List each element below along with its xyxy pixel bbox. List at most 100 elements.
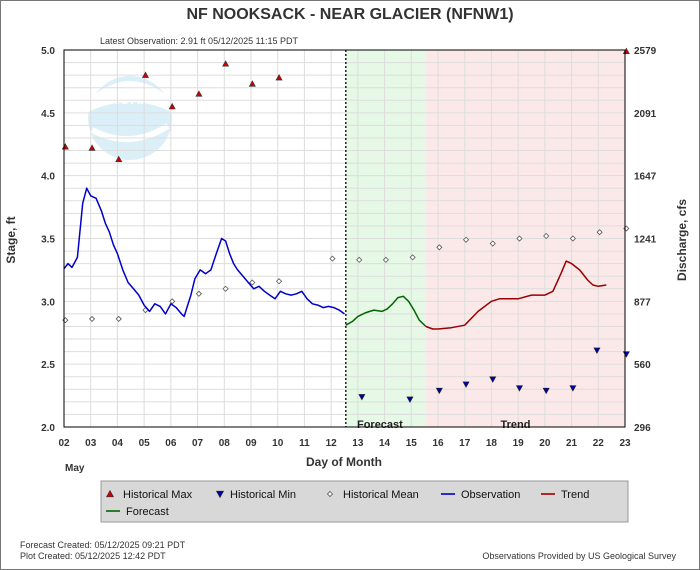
- historical-mean-marker: [249, 279, 256, 286]
- x-tick-label: 06: [165, 438, 177, 449]
- legend-min-symbol: [215, 490, 225, 499]
- y-tick-label-left: 2.0: [41, 423, 55, 434]
- noaa-logo-wave: [90, 123, 170, 142]
- x-tick-label: 12: [326, 438, 338, 449]
- x-tick-label: 17: [459, 438, 471, 449]
- legend: Historical Max Historical Min Historical M…: [100, 480, 629, 523]
- data-credit: Observations Provided by US Geological S…: [482, 551, 676, 561]
- legend-label: Observation: [461, 489, 520, 501]
- noaa-logo-bird: [88, 81, 172, 112]
- x-tick-label: 11: [299, 438, 310, 449]
- x-tick-label: 16: [432, 438, 444, 449]
- trend-region-label: Trend: [500, 419, 530, 431]
- historical-mean-marker: [382, 256, 389, 263]
- legend-label: Trend: [561, 489, 589, 501]
- legend-max-symbol: [105, 489, 115, 498]
- x-tick-label: 03: [85, 438, 97, 449]
- latest-observation: Latest Observation: 2.91 ft 05/12/2025 1…: [100, 36, 298, 46]
- forecast-region-label: Forecast: [357, 419, 403, 431]
- y-axis-left-label: Stage, ft: [4, 216, 18, 263]
- historical-mean-marker: [88, 315, 96, 322]
- historical-min-marker: [515, 385, 523, 392]
- forecast-created: Forecast Created: 05/12/2025 09:21 PDT: [20, 540, 186, 550]
- historical-mean-marker: [195, 290, 202, 297]
- y-tick-label-left: 5.0: [41, 46, 55, 57]
- historical-max-marker: [248, 80, 256, 87]
- historical-max-marker: [141, 71, 149, 78]
- plot-frame: [63, 49, 626, 428]
- legend-box: [100, 480, 629, 523]
- y-axis-right-label: Discharge, cfs: [675, 199, 689, 281]
- historical-min-marker: [489, 376, 497, 383]
- y-tick-label-right: 877: [634, 297, 651, 308]
- x-tick-label: 13: [352, 438, 364, 449]
- historical-min-marker: [406, 396, 414, 403]
- historical-mean-marker: [462, 236, 470, 243]
- x-tick-label: 23: [619, 438, 631, 449]
- legend-mean-symbol: [326, 490, 334, 498]
- axis-ticks: 02 03 04 05 06 07 08 09 10 11 12 13 14 15 16 17 18 19 20 21…: [41, 46, 657, 449]
- historical-mean-marker: [222, 285, 229, 292]
- legend-label: Forecast: [126, 506, 169, 518]
- x-tick-label: 05: [139, 438, 151, 449]
- x-tick-label: 09: [245, 438, 257, 449]
- y-tick-label-right: 2579: [634, 46, 657, 57]
- historical-max-marker: [168, 102, 176, 110]
- series-line-observation: [63, 187, 345, 318]
- historical-mean-marker: [275, 278, 283, 285]
- x-tick-label: 19: [513, 438, 525, 449]
- x-axis-label: Day of Month: [306, 455, 382, 469]
- historical-mean-marker: [569, 235, 576, 242]
- y-tick-label-right: 296: [634, 423, 651, 434]
- series-line-forecast: [345, 295, 427, 328]
- x-tick-label: 22: [593, 438, 605, 449]
- y-tick-label-left: 3.0: [41, 297, 55, 308]
- y-tick-label-right: 2091: [634, 109, 657, 120]
- historical-mean-marker: [543, 232, 550, 240]
- historical-min-marker: [593, 347, 601, 354]
- noaa-logo-watermark: NOAA: [88, 76, 172, 160]
- historical-max-marker: [275, 74, 283, 81]
- legend-label: Historical Max: [123, 489, 193, 501]
- historical-max-marker: [195, 90, 203, 97]
- noaa-logo-text: NOAA: [109, 91, 150, 107]
- plot-created: Plot Created: 05/12/2025 12:42 PDT: [20, 551, 166, 561]
- x-tick-label: 15: [406, 438, 418, 449]
- x-tick-label: 20: [539, 438, 551, 449]
- y-tick-label-left: 4.0: [41, 172, 55, 183]
- x-tick-label: 07: [192, 438, 204, 449]
- historical-min-marker: [569, 385, 577, 392]
- historical-mean-marker: [409, 254, 416, 261]
- historical-min-marker: [435, 387, 443, 395]
- historical-mean-marker: [596, 229, 603, 236]
- historical-min-marker: [358, 394, 366, 401]
- y-tick-label-right: 1241: [634, 235, 657, 246]
- x-tick-label: 18: [486, 438, 498, 449]
- x-tick-label: 10: [272, 438, 284, 449]
- historical-min-marker: [462, 381, 470, 388]
- legend-label: Historical Min: [230, 489, 296, 501]
- y-tick-label-left: 4.5: [41, 109, 55, 120]
- historical-max-marker: [222, 60, 230, 67]
- historical-max-marker: [88, 144, 96, 151]
- historical-mean-marker: [516, 235, 523, 242]
- historical-mean-marker: [115, 315, 122, 322]
- x-axis-month: May: [65, 463, 85, 474]
- historical-mean-marker: [489, 240, 496, 247]
- historical-mean-marker: [329, 255, 336, 262]
- y-tick-label-left: 3.5: [41, 235, 55, 246]
- x-tick-label: 14: [379, 438, 391, 449]
- historical-min-marker: [542, 387, 550, 395]
- y-tick-label-right: 1647: [634, 172, 657, 183]
- x-tick-label: 04: [112, 438, 124, 449]
- y-tick-label-right: 560: [634, 360, 651, 371]
- chart-title: NF NOOKSACK - NEAR GLACIER (NFNW1): [186, 6, 513, 23]
- legend-label: Historical Mean: [343, 489, 419, 501]
- historical-mean-marker: [436, 244, 443, 251]
- historical-max-marker: [115, 155, 123, 163]
- x-tick-label: 21: [566, 438, 578, 449]
- x-tick-label: 02: [58, 438, 70, 449]
- series-lines: [63, 187, 607, 330]
- x-tick-label: 08: [219, 438, 231, 449]
